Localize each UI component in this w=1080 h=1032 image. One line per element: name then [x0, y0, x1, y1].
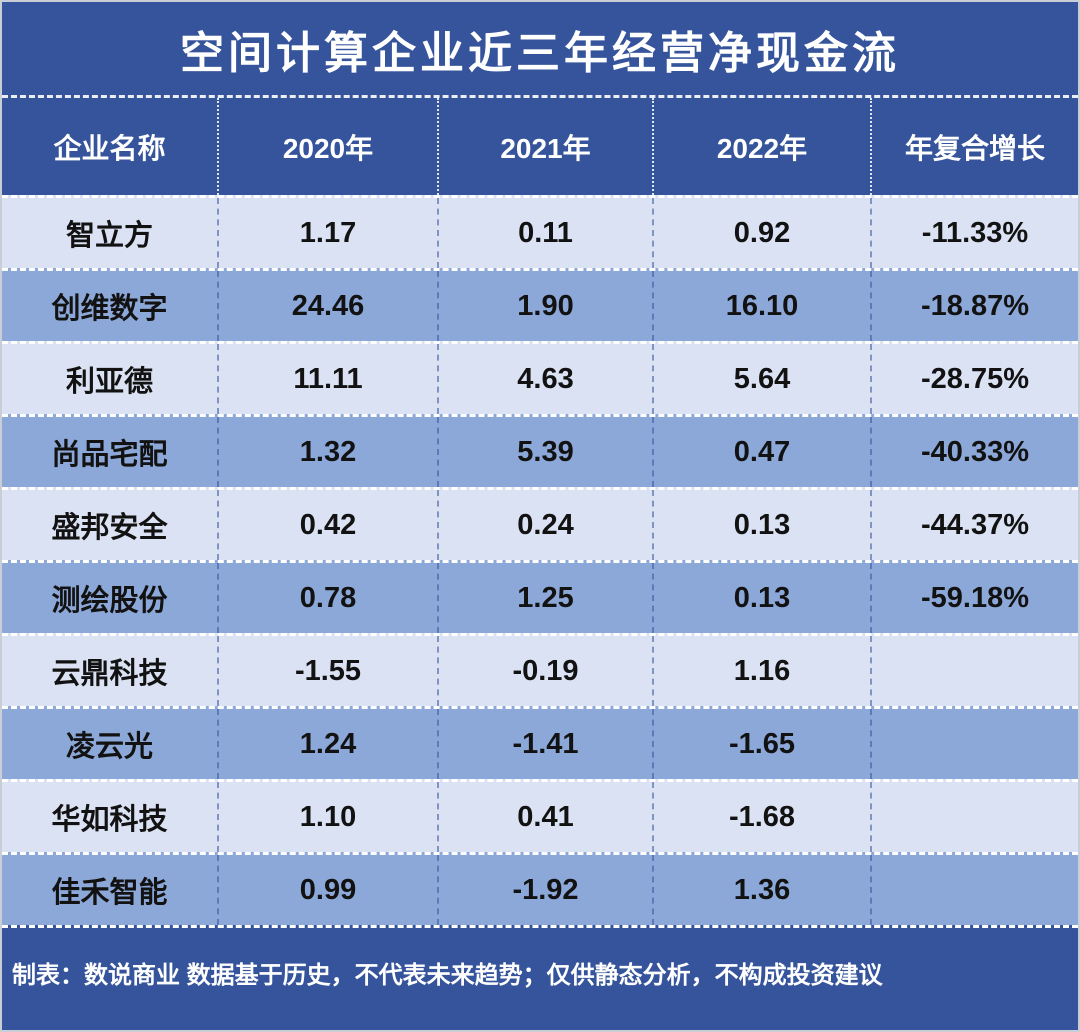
- value-cell: [870, 782, 1078, 852]
- value-cell: 1.17: [217, 198, 437, 268]
- value-cell: -1.55: [217, 636, 437, 706]
- company-name-cell: 华如科技: [51, 804, 168, 836]
- value-cell: -1.41: [437, 709, 652, 779]
- table-row: 创维数字 24.46 1.90 16.10 -18.87%: [2, 268, 1078, 341]
- table-row: 盛邦安全 0.42 0.24 0.13 -44.37%: [2, 487, 1078, 560]
- value-cell: 0.42: [217, 490, 437, 560]
- table-row: 云鼎科技 -1.55 -0.19 1.16: [2, 633, 1078, 706]
- value-cell: 16.10: [652, 271, 870, 341]
- value-cell: -28.75%: [870, 344, 1078, 414]
- value-cell: [870, 855, 1078, 925]
- value-cell: 0.78: [217, 563, 437, 633]
- company-name-cell: 创维数字: [51, 293, 168, 325]
- value-cell: 0.11: [437, 198, 652, 268]
- value-cell: 0.47: [652, 417, 870, 487]
- value-cell: 5.39: [437, 417, 652, 487]
- value-cell: 1.90: [437, 271, 652, 341]
- value-cell: 1.24: [217, 709, 437, 779]
- company-name-cell: 盛邦安全: [51, 512, 168, 544]
- value-cell: -0.19: [437, 636, 652, 706]
- company-name-cell: 云鼎科技: [51, 658, 168, 690]
- value-cell: -1.65: [652, 709, 870, 779]
- table-row: 智立方 1.17 0.11 0.92 -11.33%: [2, 195, 1078, 268]
- value-cell: 1.10: [217, 782, 437, 852]
- column-header: 2022年: [652, 98, 870, 195]
- value-cell: 1.25: [437, 563, 652, 633]
- company-name-cell: 尚品宅配: [51, 439, 168, 471]
- table-row: 佳禾智能 0.99 -1.92 1.36: [2, 852, 1078, 925]
- footnote: 制表：数说商业 数据基于历史，不代表未来趋势；仅供静态分析，不构成投资建议: [2, 925, 1078, 1030]
- table-row: 华如科技 1.10 0.41 -1.68: [2, 779, 1078, 852]
- column-header: 年复合增长: [870, 98, 1078, 195]
- value-cell: 0.13: [652, 490, 870, 560]
- value-cell: -1.92: [437, 855, 652, 925]
- column-header: 企业名称: [53, 132, 166, 164]
- value-cell: 0.13: [652, 563, 870, 633]
- value-cell: 5.64: [652, 344, 870, 414]
- value-cell: -44.37%: [870, 490, 1078, 560]
- value-cell: -11.33%: [870, 198, 1078, 268]
- value-cell: 24.46: [217, 271, 437, 341]
- value-cell: -1.68: [652, 782, 870, 852]
- table-row: 凌云光 1.24 -1.41 -1.65: [2, 706, 1078, 779]
- value-cell: 0.24: [437, 490, 652, 560]
- value-cell: [870, 709, 1078, 779]
- company-name-cell: 利亚德: [65, 366, 153, 398]
- value-cell: 11.11: [217, 344, 437, 414]
- company-name-cell: 测绘股份: [51, 585, 168, 617]
- company-name-cell: 智立方: [65, 220, 153, 252]
- value-cell: -40.33%: [870, 417, 1078, 487]
- table-row: 尚品宅配 1.32 5.39 0.47 -40.33%: [2, 414, 1078, 487]
- table-row: 测绘股份 0.78 1.25 0.13 -59.18%: [2, 560, 1078, 633]
- table-header-row: 企业名称 2020年 2021年 2022年 年复合增长: [2, 98, 1078, 195]
- value-cell: -18.87%: [870, 271, 1078, 341]
- value-cell: 1.32: [217, 417, 437, 487]
- value-cell: -59.18%: [870, 563, 1078, 633]
- value-cell: 0.92: [652, 198, 870, 268]
- company-name-cell: 凌云光: [65, 731, 153, 763]
- company-name-cell: 佳禾智能: [51, 877, 168, 909]
- value-cell: [870, 636, 1078, 706]
- value-cell: 4.63: [437, 344, 652, 414]
- value-cell: 1.36: [652, 855, 870, 925]
- value-cell: 0.41: [437, 782, 652, 852]
- column-header: 2021年: [437, 98, 652, 195]
- table-body: 智立方 1.17 0.11 0.92 -11.33% 创维数字 24.46 1.90 16.10…: [2, 195, 1078, 925]
- value-cell: 0.99: [217, 855, 437, 925]
- table-row: 利亚德 11.11 4.63 5.64 -28.75%: [2, 341, 1078, 414]
- page-title: 空间计算企业近三年经营净现金流: [2, 2, 1078, 98]
- column-header: 2020年: [217, 98, 437, 195]
- value-cell: 1.16: [652, 636, 870, 706]
